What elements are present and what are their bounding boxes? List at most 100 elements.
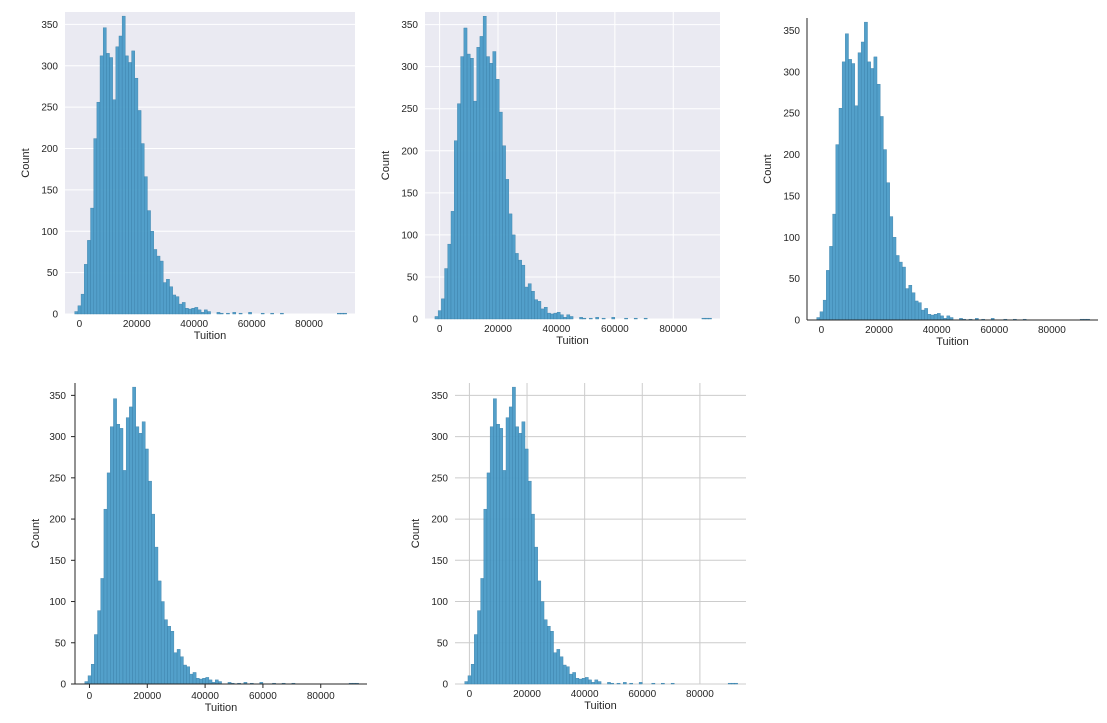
- histogram-bar: [489, 63, 493, 320]
- histogram-bar: [172, 294, 177, 315]
- histogram-bar: [569, 673, 573, 685]
- histogram-bar: [556, 312, 561, 320]
- histogram-bar: [547, 312, 551, 320]
- y-axis-label: Count: [20, 148, 32, 177]
- histogram-bar: [704, 317, 709, 320]
- histogram-bar: [454, 140, 458, 320]
- histogram-bar: [591, 682, 595, 685]
- x-tick-label: 80000: [1038, 325, 1066, 336]
- y-tick-label: 200: [783, 150, 800, 161]
- histogram-bar: [499, 428, 504, 685]
- histogram-bar: [80, 293, 85, 315]
- histogram-bar: [515, 426, 519, 685]
- y-tick-label: 350: [49, 391, 66, 402]
- histogram-bar: [106, 53, 110, 315]
- histogram-bar: [563, 317, 567, 320]
- histogram-bar: [581, 678, 586, 685]
- histogram-bar: [895, 255, 900, 321]
- histogram-bar: [727, 682, 732, 685]
- histogram-bar: [566, 666, 570, 685]
- histogram-bar: [205, 677, 210, 685]
- y-axis-label: Count: [380, 151, 392, 180]
- histogram-bar: [434, 316, 439, 320]
- histogram-bar: [819, 311, 824, 321]
- histogram-bar: [186, 666, 190, 685]
- histogram-bar: [156, 255, 161, 315]
- histogram-bar: [597, 681, 602, 685]
- histogram-bar: [121, 15, 126, 315]
- histogram-bar: [116, 424, 121, 685]
- histogram-bar: [543, 307, 548, 320]
- histogram-bar: [199, 678, 203, 685]
- histogram-bar: [167, 626, 171, 685]
- histogram-bar: [905, 288, 909, 321]
- histogram-bar: [97, 610, 101, 685]
- histogram-bar: [94, 634, 98, 685]
- histogram-bar: [87, 240, 91, 315]
- histogram-bar: [473, 100, 477, 320]
- x-tick-label: 40000: [923, 325, 951, 336]
- histogram-bar: [486, 56, 490, 320]
- histogram-bar: [534, 299, 538, 320]
- histogram-bar: [588, 317, 593, 320]
- histogram-bar: [189, 673, 194, 685]
- histogram-bar: [90, 207, 94, 315]
- histogram-bar: [835, 144, 840, 321]
- histogram-bar: [119, 428, 124, 685]
- histogram-bar: [153, 249, 158, 315]
- histogram-bar: [498, 111, 503, 320]
- histogram-bar: [226, 312, 230, 315]
- histogram-bar: [582, 317, 587, 320]
- histogram-bar: [521, 421, 526, 685]
- histogram-bar: [553, 312, 558, 320]
- histogram-bar: [476, 47, 481, 320]
- x-axis-label: Tuition: [936, 336, 969, 348]
- histogram-bar: [470, 58, 474, 320]
- histogram-bar: [96, 101, 101, 315]
- histogram-bar: [115, 46, 120, 315]
- histogram-bar: [144, 176, 148, 315]
- histogram-bar: [215, 679, 219, 685]
- y-tick-label: 300: [401, 62, 418, 73]
- histogram-bar: [559, 656, 564, 685]
- x-tick-label: 20000: [865, 325, 893, 336]
- histogram-bar: [181, 302, 186, 315]
- histogram-bar: [90, 664, 95, 685]
- histogram-bar: [527, 480, 532, 685]
- histogram-bar: [534, 546, 538, 685]
- histogram-bar: [204, 309, 208, 315]
- y-tick-label: 300: [41, 61, 58, 72]
- histogram-bar: [437, 310, 442, 320]
- histogram-bar: [521, 264, 526, 320]
- x-tick-label: 80000: [295, 319, 323, 330]
- histogram-bar: [102, 27, 107, 315]
- histogram-bar: [495, 79, 500, 320]
- histogram-bar: [708, 317, 712, 320]
- x-tick-label: 60000: [980, 325, 1008, 336]
- histogram-bar: [940, 315, 944, 321]
- x-tick-label: 60000: [601, 324, 629, 335]
- y-tick-label: 100: [401, 230, 418, 241]
- histogram-bar: [902, 266, 906, 321]
- x-tick-label: 40000: [191, 691, 219, 702]
- x-tick-label: 0: [819, 325, 825, 336]
- histogram-bar: [87, 675, 92, 685]
- x-tick-label: 0: [467, 689, 473, 700]
- y-tick-label: 50: [55, 638, 67, 649]
- histogram-bar: [579, 317, 583, 320]
- x-tick-label: 20000: [484, 324, 512, 335]
- subplot-2: 0 50 100 150 200 250 300 350 0 20000 40000 60000 800…: [380, 12, 720, 347]
- histogram-bar: [508, 406, 513, 685]
- histogram-bar: [701, 317, 706, 320]
- histogram-bar: [125, 417, 130, 685]
- histogram-bar: [482, 16, 487, 320]
- y-tick-label: 250: [431, 473, 448, 484]
- subplot-4: 0 50 100 150 200 250 300 350 0 20000 40000 60000 800…: [30, 383, 367, 714]
- histogram-bar: [512, 386, 516, 685]
- x-tick-label: 20000: [123, 319, 151, 330]
- histogram-bar: [479, 36, 484, 320]
- y-tick-label: 250: [401, 104, 418, 115]
- histogram-bar: [569, 316, 574, 320]
- histogram-bar: [194, 307, 199, 315]
- histogram-bar: [572, 672, 576, 685]
